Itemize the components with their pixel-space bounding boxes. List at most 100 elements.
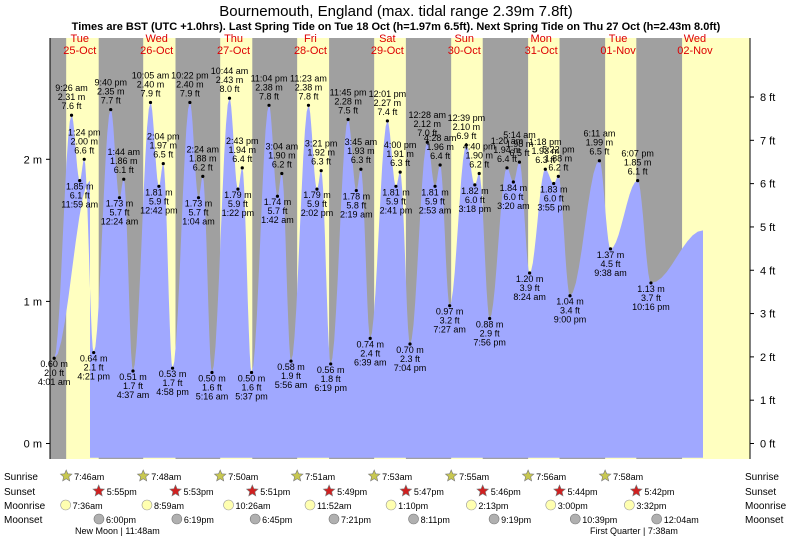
tide-label: 1.6 ft	[242, 382, 263, 392]
day-date-label: 25-Oct	[63, 45, 96, 57]
moonset-row-label-right: Moonset	[745, 515, 784, 526]
tide-label: 6.0 ft	[503, 192, 524, 202]
tide-label: 2.4 ft	[360, 348, 381, 358]
tide-point	[385, 119, 390, 123]
tide-label: 5:14 am	[503, 130, 536, 140]
tide-label: 1.99 m	[586, 138, 614, 148]
moonset-icon	[408, 513, 419, 525]
sunset-time: 5:51pm	[260, 487, 290, 497]
tide-label: 0.74 m	[356, 339, 384, 349]
moonset-icon	[328, 513, 340, 525]
tide-label: 3:18 pm	[459, 204, 492, 214]
tide-label: 1.98 m	[506, 139, 534, 149]
tide-label: 2.38 m	[295, 82, 323, 92]
tide-label: 2:04 pm	[147, 132, 180, 142]
tide-point	[52, 356, 56, 360]
moonset-icon	[569, 513, 581, 525]
tide-label: 6.4 ft	[232, 154, 253, 164]
tide-label: 6:07 pm	[621, 149, 654, 159]
tide-label: 1:42 am	[261, 215, 294, 225]
tide-label: 11:04 pm	[251, 73, 288, 83]
tide-label: 1.37 m	[597, 250, 625, 260]
tide-point	[275, 194, 280, 198]
tide-label: 1.85 m	[66, 182, 94, 192]
tide-label: 7.9 ft	[180, 88, 201, 98]
tide-label: 1.74 m	[264, 197, 292, 207]
sunrise-time: 7:51am	[305, 472, 335, 482]
tide-label: 0.53 m	[159, 369, 187, 379]
sunset-time: 5:53pm	[184, 487, 214, 497]
sunrise-row-label-left: Sunrise	[4, 472, 38, 483]
tide-label: 1:44 am	[107, 147, 140, 157]
sunrise-icon	[444, 469, 458, 482]
moonrise-icon	[624, 499, 635, 511]
tide-point	[69, 113, 74, 117]
tide-label: 1:04 am	[182, 217, 215, 227]
tide-point	[329, 362, 333, 366]
tide-point	[196, 196, 201, 200]
tide-label: 6.5 ft	[153, 150, 174, 160]
tide-label: 0.51 m	[119, 372, 147, 382]
sunset-icon	[92, 484, 106, 497]
tide-label: 5.9 ft	[149, 196, 170, 206]
sunrise-time: 7:53am	[382, 472, 412, 482]
sunset-row-label-left: Sunset	[4, 487, 35, 498]
tide-label: 4:58 pm	[156, 387, 189, 397]
tide-point	[227, 96, 232, 100]
tide-label: 2:43 pm	[226, 136, 259, 146]
tide-label: 1.90 m	[465, 151, 493, 161]
tide-label: 4:21 pm	[77, 372, 110, 382]
tide-point	[636, 179, 640, 183]
tide-label: 2.40 m	[176, 79, 204, 89]
moonrise-row-label-right: Moonrise	[745, 501, 787, 512]
tide-label: 6.1 ft	[114, 165, 135, 175]
sunset-icon	[245, 484, 259, 497]
moonset-time: 6:00pm	[106, 515, 136, 525]
moonrise-icon	[304, 499, 316, 511]
tide-label: 2.35 m	[97, 87, 125, 97]
tide-label: 9:26 am	[55, 83, 88, 93]
tide-point	[92, 350, 96, 355]
tide-area	[54, 98, 703, 458]
tide-point	[201, 174, 205, 178]
tide-label: 2.1 ft	[84, 363, 105, 373]
tide-label: 1.81 m	[145, 187, 173, 197]
moonset-icon	[651, 513, 663, 525]
new-moon-label: New Moon | 11:48am	[75, 526, 160, 536]
tide-label: 11:23 am	[290, 73, 327, 83]
tide-label: 2.43 m	[216, 75, 244, 85]
tide-label: 1.79 m	[303, 190, 331, 200]
tide-label: 2.10 m	[453, 122, 481, 132]
tide-label: 7:27 am	[433, 325, 466, 335]
tide-label: 2.40 m	[137, 79, 165, 89]
tide-label: 6:39 am	[354, 357, 387, 367]
tide-label: 2:02 pm	[301, 208, 334, 218]
tide-point	[464, 143, 468, 147]
moonset-time: 9:19pm	[501, 515, 531, 525]
sunrise-icon	[290, 469, 304, 482]
tide-label: 6.2 ft	[272, 160, 293, 170]
tide-point	[438, 163, 442, 167]
tide-label: 3:21 pm	[305, 139, 338, 149]
tide-point	[131, 369, 135, 373]
tide-label: 3.9 ft	[520, 283, 541, 293]
tide-label: 10:44 am	[211, 66, 249, 76]
tide-point	[346, 117, 350, 122]
moonrise-time: 10:26am	[236, 501, 271, 511]
tide-label: 11:45 pm	[330, 88, 367, 98]
tide-label: 0.88 m	[476, 319, 504, 329]
sunset-time: 5:42pm	[644, 487, 674, 497]
tide-label: 4:40 pm	[463, 142, 496, 152]
sunset-time: 5:44pm	[568, 487, 598, 497]
tide-label: 1.82 m	[461, 186, 489, 196]
moonset-time: 8:11pm	[421, 515, 450, 525]
tide-label: 2.31 m	[58, 92, 86, 102]
tide-point	[394, 184, 398, 188]
day-date-label: 29-Oct	[371, 45, 404, 57]
tide-label: 5.7 ft	[267, 206, 288, 216]
tide-label: 6.0 ft	[544, 193, 565, 203]
tide-label: 4.5 ft	[600, 259, 621, 269]
tide-label: 5.9 ft	[228, 199, 249, 209]
tide-label: 3:04 am	[266, 142, 299, 152]
